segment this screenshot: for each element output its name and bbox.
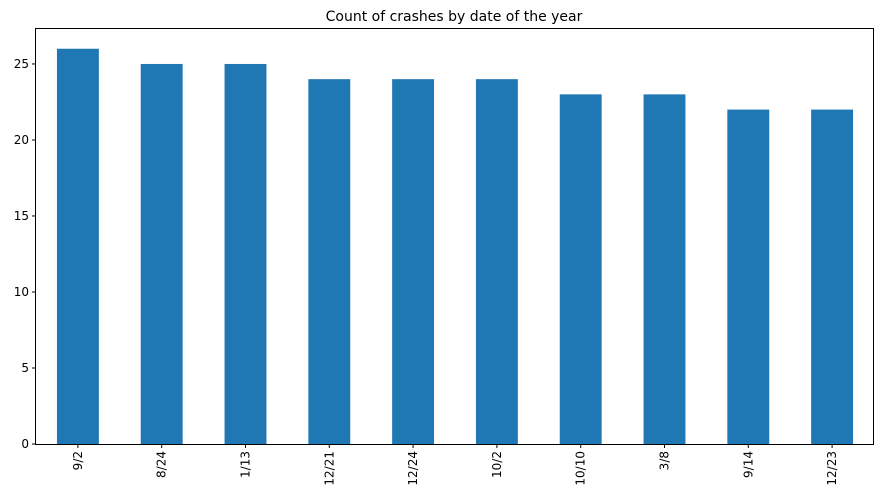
y-tick-label: 5 [21,361,29,375]
bar-1-13 [224,63,267,445]
bar-8-24 [140,63,183,445]
y-tick-label: 0 [21,437,29,451]
y-tick-label: 20 [14,133,29,147]
plot-frame [35,28,874,445]
y-tick-label: 25 [14,57,29,71]
x-tick-label: 12/21 [322,451,336,486]
y-axis: 0 5 10 15 20 25 [14,57,36,451]
bar-12-21 [308,79,351,444]
x-tick-label: 10/10 [574,451,588,486]
x-tick-label: 12/23 [825,451,839,486]
bar-9-14 [727,109,770,444]
x-tick-label: 8/24 [155,451,169,478]
bar-3-8 [643,94,686,445]
x-tick-label: 10/2 [490,451,504,478]
bars-layer [56,48,854,445]
y-tick-label: 10 [14,285,29,299]
chart-title: Count of crashes by date of the year [326,9,583,25]
bar-9-2 [56,48,99,444]
bar-10-2 [475,79,518,444]
x-axis: 9/2 8/24 1/13 12/21 12/24 10/2 10/10 3/8 9/14 12/… [71,444,839,486]
bar-10-10 [559,94,602,445]
x-tick-label: 1/13 [239,451,253,478]
y-tick-label: 15 [14,209,29,223]
x-tick-label: 12/24 [406,451,420,486]
x-tick-label: 9/14 [741,451,755,478]
x-tick-label: 9/2 [71,451,85,470]
x-tick-label: 3/8 [658,451,672,470]
bar-12-23 [811,109,854,444]
bar-12-24 [392,79,435,444]
